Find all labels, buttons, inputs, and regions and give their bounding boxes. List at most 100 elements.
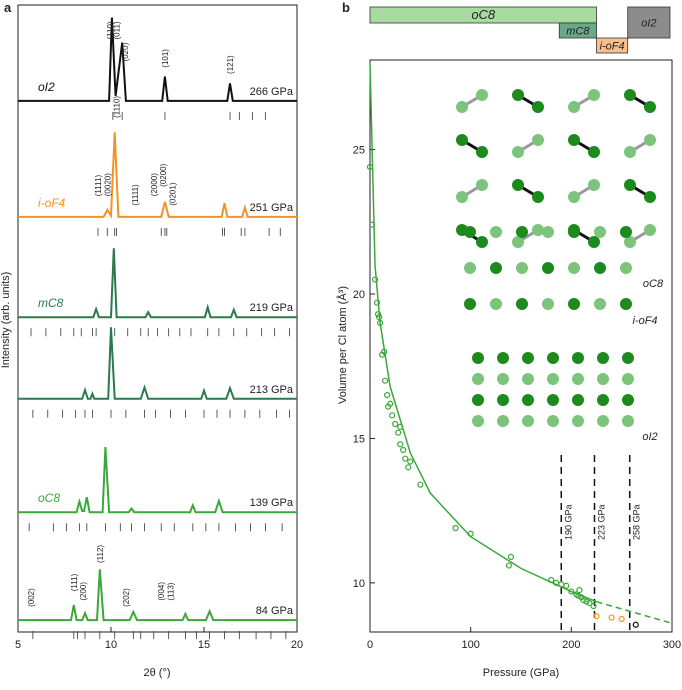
xrd-pattern (18, 17, 297, 102)
xrd-pattern (18, 132, 297, 219)
peak-label: (202) (122, 588, 131, 607)
atom (542, 262, 554, 274)
peak-label: (2000) (150, 173, 159, 196)
atom (572, 415, 584, 427)
data-point (618, 615, 625, 623)
atom (588, 89, 600, 101)
data-point (575, 592, 582, 599)
x-tick-label: 15 (198, 639, 210, 651)
x-tick-label: 200 (562, 639, 580, 651)
phase-bar-label: i-oF4 (600, 41, 625, 53)
data-point (407, 458, 414, 465)
atom (476, 236, 488, 248)
pressure-label: 219 GPa (250, 302, 294, 314)
data-point (387, 400, 394, 407)
x-tick-label: 100 (461, 639, 479, 651)
data-point (568, 588, 575, 595)
atom (497, 415, 509, 427)
atom (547, 394, 559, 406)
peak-label: (112) (96, 545, 105, 563)
atom (472, 352, 484, 364)
data-point (452, 524, 459, 532)
atom (532, 101, 544, 113)
pressure-label: 251 GPa (250, 202, 294, 214)
atom (490, 262, 502, 274)
phase-bar (627, 6, 671, 39)
atom (644, 224, 656, 236)
transition-label: 258 GPa (632, 504, 642, 540)
data-point (384, 392, 391, 399)
plot-frame (369, 59, 673, 633)
y-tick-label: 10 (353, 578, 365, 590)
panel-label: a (4, 0, 12, 15)
data-point (405, 464, 412, 471)
atom (620, 226, 632, 238)
xrd-pattern (18, 569, 297, 622)
phase-bar-label: mC8 (566, 26, 590, 38)
xrd-pattern (18, 327, 297, 400)
atom (568, 101, 580, 113)
x-axis-label: Pressure (GPa) (483, 667, 559, 679)
x-tick-label: 10 (105, 639, 117, 651)
peak-label: (121) (226, 55, 235, 74)
atom (456, 134, 468, 146)
atom (522, 352, 534, 364)
peak-label: (004) (157, 582, 166, 601)
peak-label: (200) (79, 582, 88, 601)
data-point (368, 221, 376, 228)
data-point (548, 576, 555, 584)
atom (476, 179, 488, 191)
data-point (586, 600, 593, 607)
atom (572, 352, 584, 364)
data-point (397, 441, 404, 448)
x-tick-label: 5 (15, 639, 21, 651)
data-point (400, 446, 407, 454)
data-point (558, 581, 565, 588)
atom (512, 179, 524, 191)
atom (456, 191, 468, 203)
pressure-label: 84 GPa (256, 605, 294, 617)
atom (624, 179, 636, 191)
atom (624, 236, 636, 248)
atom (516, 226, 528, 238)
data-point (417, 481, 424, 488)
structure-label: oC8 (643, 278, 664, 290)
atom (597, 394, 609, 406)
data-point (375, 314, 383, 321)
atom (456, 101, 468, 113)
atom (476, 146, 488, 158)
x-tick-label: 300 (663, 639, 681, 651)
peak-label: (0020) (103, 173, 112, 196)
y-tick-label: 25 (353, 145, 365, 157)
atom (622, 373, 634, 385)
xrd-pattern (18, 446, 297, 514)
phase-bar-label: oI2 (641, 18, 656, 30)
atom (644, 101, 656, 113)
atom (588, 179, 600, 191)
data-point (397, 423, 404, 430)
atom (497, 394, 509, 406)
phase-bar (558, 22, 597, 39)
y-axis-label: Volume per Cl atom (Å³) (336, 286, 349, 404)
atom (512, 89, 524, 101)
atom (497, 373, 509, 385)
atom (597, 352, 609, 364)
pressure-label: 266 GPa (250, 86, 294, 98)
atom (644, 134, 656, 146)
atom (472, 415, 484, 427)
atom (512, 146, 524, 158)
phase-bar (369, 6, 597, 24)
data-point (576, 587, 583, 594)
phase-label: mC8 (38, 296, 64, 310)
atom (547, 352, 559, 364)
structure-label: i-oF4 (632, 315, 657, 327)
atom (464, 298, 476, 310)
data-point (590, 602, 597, 610)
atom (622, 415, 634, 427)
data-point (382, 377, 389, 384)
structure-label: oI2 (642, 431, 657, 443)
data-point (373, 299, 381, 306)
atom (532, 134, 544, 146)
peak-label: (002) (27, 588, 36, 607)
